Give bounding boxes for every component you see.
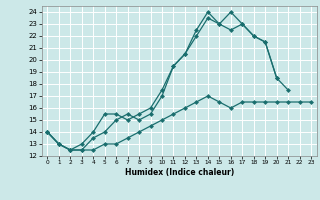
X-axis label: Humidex (Indice chaleur): Humidex (Indice chaleur) [124, 168, 234, 177]
